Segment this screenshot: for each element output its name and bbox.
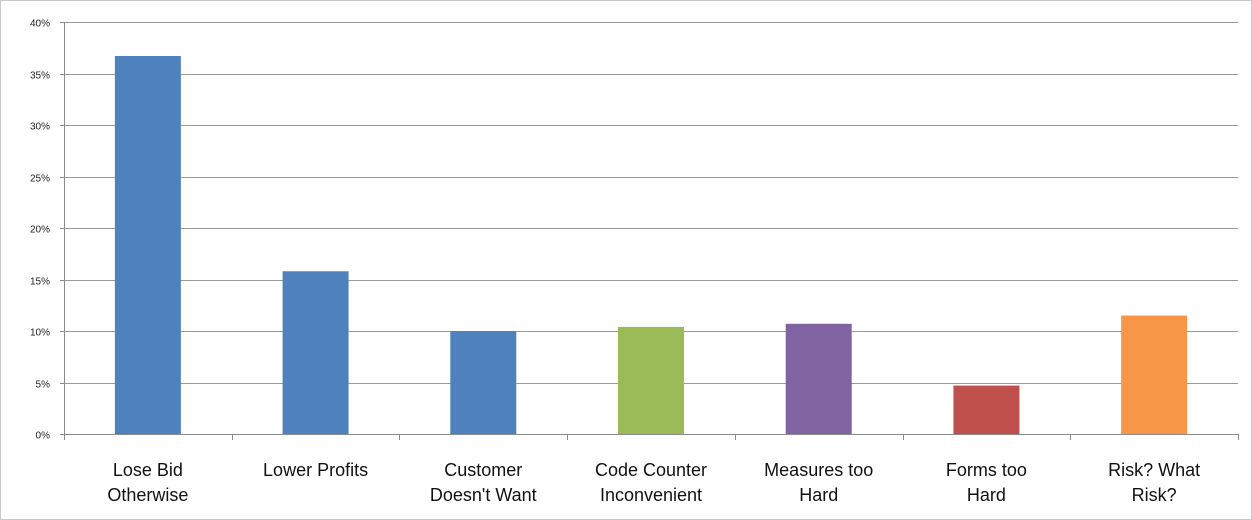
y-tick-label: 5% bbox=[36, 380, 51, 391]
x-tick-label: Measures too Hard bbox=[764, 460, 873, 505]
x-tick-label: Risk? What Risk? bbox=[1108, 460, 1200, 505]
y-tick-label: 0% bbox=[36, 431, 51, 442]
y-tick-label: 25% bbox=[30, 174, 50, 185]
bar bbox=[785, 323, 852, 434]
y-tick-label: 35% bbox=[30, 71, 50, 82]
bars bbox=[114, 55, 1188, 435]
y-tick-label: 20% bbox=[30, 225, 50, 236]
x-tick-label: Lower Profits bbox=[263, 460, 368, 480]
bar bbox=[618, 326, 684, 434]
y-tick-label: 15% bbox=[30, 277, 50, 288]
bar bbox=[450, 331, 517, 434]
x-axis bbox=[64, 22, 1239, 440]
bar bbox=[1121, 315, 1188, 434]
gridlines bbox=[60, 22, 1238, 435]
y-axis-tick-labels: 0% 5% 10% 15% 20% 25% 30% 35% 40% bbox=[30, 19, 50, 442]
x-tick-label: Forms too Hard bbox=[946, 460, 1027, 505]
x-axis-category-labels: Lose Bid Otherwise Lower Profits Customer Do… bbox=[107, 460, 1200, 505]
y-tick-label: 10% bbox=[30, 328, 50, 339]
x-tick-label: Lose Bid Otherwise bbox=[107, 460, 188, 505]
y-tick-label: 40% bbox=[30, 19, 50, 30]
y-tick-label: 30% bbox=[30, 122, 50, 133]
x-tick-label: Customer Doesn't Want bbox=[430, 460, 537, 505]
bar bbox=[114, 55, 181, 435]
x-tick-label: Code Counter Inconvenient bbox=[595, 460, 707, 505]
bar bbox=[953, 385, 1020, 434]
bar bbox=[282, 271, 349, 434]
